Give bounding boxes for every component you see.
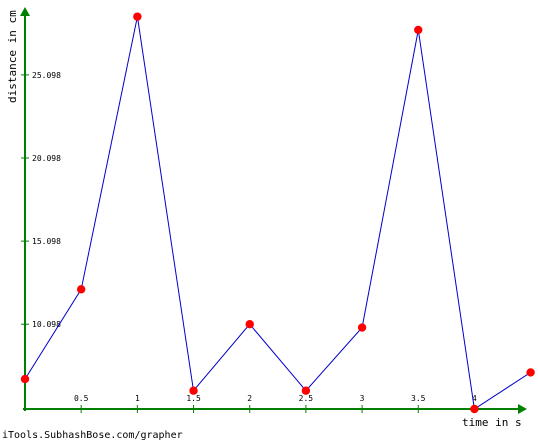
data-point (526, 368, 535, 377)
y-tick-label: 15.098 (32, 237, 61, 246)
x-axis-arrow (518, 404, 527, 414)
y-tick-label: 20.098 (32, 154, 61, 163)
data-point (133, 12, 142, 21)
data-point (414, 25, 423, 35)
x-tick-label: 0.5 (74, 394, 89, 403)
x-tick-label: 2.5 (299, 394, 314, 403)
axis-titles: time in s distance in cm (6, 10, 522, 429)
ticks: 0.5 1 1.5 2 2.5 3 3.5 4 10.098 15.098 20.098 25.098 (21, 71, 477, 413)
data-point (20, 374, 30, 384)
data-point (470, 404, 479, 414)
x-tick-label: 3.5 (411, 394, 426, 403)
y-axis-title: distance in cm (6, 10, 19, 103)
credit-text: iTools.SubhashBose.com/grapher (2, 430, 183, 441)
x-tick-label: 2 (247, 394, 252, 403)
data-point (245, 320, 254, 329)
data-point (76, 285, 86, 294)
axes (20, 7, 527, 414)
data-point (301, 386, 311, 395)
data-point (357, 323, 367, 332)
x-tick-label: 1 (135, 394, 140, 403)
y-tick-label: 25.098 (32, 71, 61, 80)
series-line (24, 16, 531, 410)
x-axis-title: time in s (462, 416, 522, 429)
y-tick-label: 10.098 (32, 320, 61, 329)
data-point (189, 386, 198, 395)
x-tick-label: 4 (472, 394, 477, 403)
y-axis-arrow (20, 7, 30, 16)
series (20, 12, 535, 414)
x-tick-label: 1.5 (186, 394, 201, 403)
x-tick-label: 3 (360, 394, 365, 403)
